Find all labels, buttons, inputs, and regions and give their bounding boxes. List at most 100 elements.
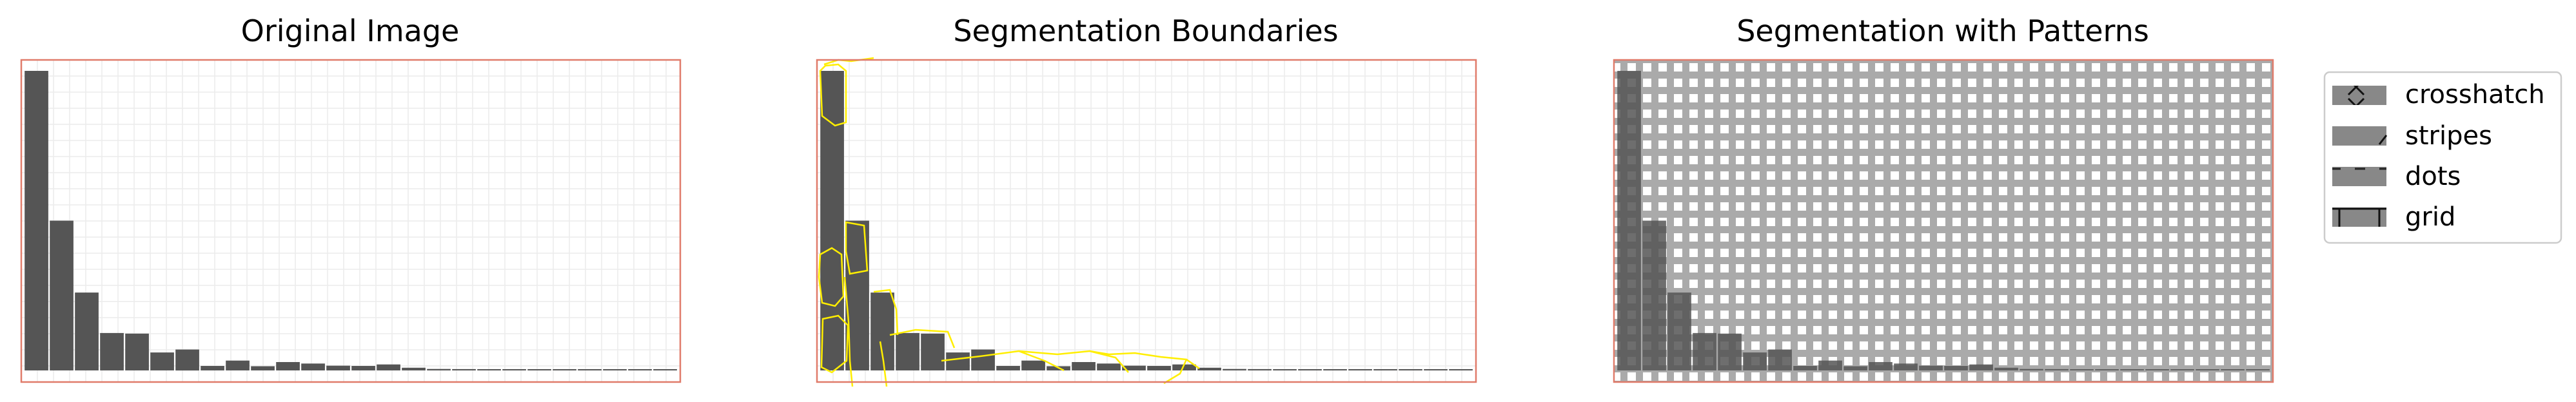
panel-patterns: Segmentation with Patterns [1613,14,2274,383]
bar [351,366,375,370]
bar [2221,369,2245,370]
bar [402,367,426,370]
bar [1718,333,1742,370]
bar [2095,369,2119,370]
legend-frame [2323,71,2562,244]
frame-patterns [1613,59,2274,383]
boundary-segment [1089,350,1129,373]
bar [2070,369,2094,370]
bar [125,333,149,370]
bar [653,369,677,370]
segmentation-boundaries-overlay [818,57,1200,387]
bar [527,369,551,370]
bar [896,332,919,370]
bar [1298,369,1322,370]
bar [326,365,350,370]
crosshatch-swatch-icon [2332,86,2386,105]
bar [2170,369,2194,370]
bar [820,71,844,370]
legend-label-dots: dots [2405,162,2461,191]
bar [1743,352,1767,370]
panel-title-patterns: Segmentation with Patterns [1736,14,2149,48]
bar [276,362,300,370]
pattern-fill-background [1614,60,2273,382]
bar [1197,367,1221,370]
bar [1097,363,1121,370]
boundary-segment [843,276,854,387]
legend-entry-stripes: stripes [2332,121,2492,151]
bar [2020,368,2043,370]
bar [1373,369,1397,370]
bar [996,366,1020,370]
panel-boundaries: Segmentation Boundaries [816,14,1477,387]
boundary-segment [818,247,845,307]
stripes-swatch-icon [2332,126,2386,146]
bar [1449,369,1473,370]
bar [175,349,199,371]
bar [301,363,325,370]
boundary-segment [1163,359,1188,385]
bar [2246,369,2270,370]
bar [1424,369,1448,370]
stripes-swatch-mark [2378,135,2388,145]
bar [1072,362,1096,370]
bar [1768,349,1792,371]
bar [1642,220,1666,370]
bar [1172,364,1196,370]
boundary-segment [1018,350,1065,372]
bar [201,366,224,370]
legend-entry-grid: grid [2332,202,2455,232]
bar [1869,362,1893,370]
bar [1693,332,1716,370]
bar [2196,369,2219,370]
legend-label-stripes: stripes [2405,121,2492,151]
bar [1147,366,1171,370]
legend: crosshatch stripes dots grid [2323,71,2562,244]
bar [2120,369,2144,370]
panel-title-original: Original Image [241,14,460,48]
frame-boundaries [816,59,1477,383]
legend-label-grid: grid [2405,202,2455,232]
bar [1273,369,1297,370]
bar [1323,369,1347,370]
bar [1844,366,1867,370]
bar [1793,366,1817,370]
bar [603,369,627,370]
bar [50,220,74,370]
grid-swatch-mark [2332,207,2386,227]
boundary-segment [819,63,847,127]
bar [1667,292,1691,370]
bar [971,349,995,371]
bar [1399,369,1422,370]
bar [553,369,576,370]
grid-original [21,60,680,382]
bars-patterns [1617,71,2270,371]
bar [921,333,945,370]
bar [1894,363,1918,370]
bar [1248,368,1272,370]
bar [1223,368,1246,370]
bar [1122,365,1146,370]
frame-original [20,59,682,383]
bar [1021,360,1045,370]
panel-title-boundaries: Segmentation Boundaries [953,14,1338,48]
legend-entry-dots: dots [2332,162,2461,191]
bar [946,352,970,370]
bar [2045,368,2069,370]
boundary-segment [820,314,849,374]
bar [1919,365,1943,370]
bar [1994,367,2018,370]
bar [452,368,476,370]
legend-entry-crosshatch: crosshatch [2332,80,2545,110]
bar [1944,366,1968,370]
bar [502,369,526,370]
boundary-segment [873,289,899,336]
bar [226,360,250,370]
legend-label-crosshatch: crosshatch [2405,80,2545,110]
boundary-segment [845,221,869,275]
boundary-segment [889,329,956,349]
bar [150,352,174,370]
bar [427,368,451,370]
bar [578,369,602,370]
